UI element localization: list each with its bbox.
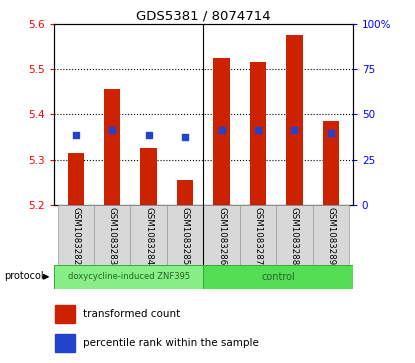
- Text: GSM1083285: GSM1083285: [181, 207, 190, 265]
- Point: [109, 127, 115, 133]
- Text: GSM1083282: GSM1083282: [71, 207, 81, 265]
- Bar: [130, 205, 167, 265]
- Point: [218, 127, 225, 133]
- Text: GSM1083283: GSM1083283: [108, 207, 117, 265]
- Text: GSM1083284: GSM1083284: [144, 207, 153, 265]
- Bar: [203, 265, 353, 289]
- Text: transformed count: transformed count: [83, 309, 180, 319]
- Bar: [58, 205, 94, 265]
- Bar: [141, 148, 157, 205]
- Text: GSM1083288: GSM1083288: [290, 207, 299, 265]
- Bar: [68, 153, 84, 205]
- Point: [327, 131, 334, 136]
- Text: GSM1083289: GSM1083289: [326, 207, 335, 265]
- Bar: [286, 35, 303, 205]
- Text: control: control: [261, 272, 295, 282]
- Title: GDS5381 / 8074714: GDS5381 / 8074714: [136, 9, 271, 23]
- Text: GSM1083286: GSM1083286: [217, 207, 226, 265]
- Bar: [55, 305, 75, 322]
- Bar: [94, 205, 130, 265]
- Bar: [323, 121, 339, 205]
- Bar: [240, 205, 276, 265]
- Text: protocol: protocol: [4, 270, 44, 281]
- Text: percentile rank within the sample: percentile rank within the sample: [83, 338, 259, 348]
- Bar: [54, 265, 203, 289]
- Bar: [55, 334, 75, 352]
- Point: [145, 132, 152, 138]
- Point: [255, 127, 261, 133]
- Bar: [177, 180, 193, 205]
- Bar: [276, 205, 312, 265]
- Bar: [104, 89, 120, 205]
- Bar: [250, 62, 266, 205]
- Text: doxycycline-induced ZNF395: doxycycline-induced ZNF395: [68, 272, 190, 281]
- Point: [73, 132, 79, 138]
- Bar: [213, 58, 230, 205]
- Bar: [312, 205, 349, 265]
- Bar: [167, 205, 203, 265]
- Point: [291, 127, 298, 133]
- Text: GSM1083287: GSM1083287: [254, 207, 263, 265]
- Point: [182, 134, 188, 140]
- Bar: [203, 205, 240, 265]
